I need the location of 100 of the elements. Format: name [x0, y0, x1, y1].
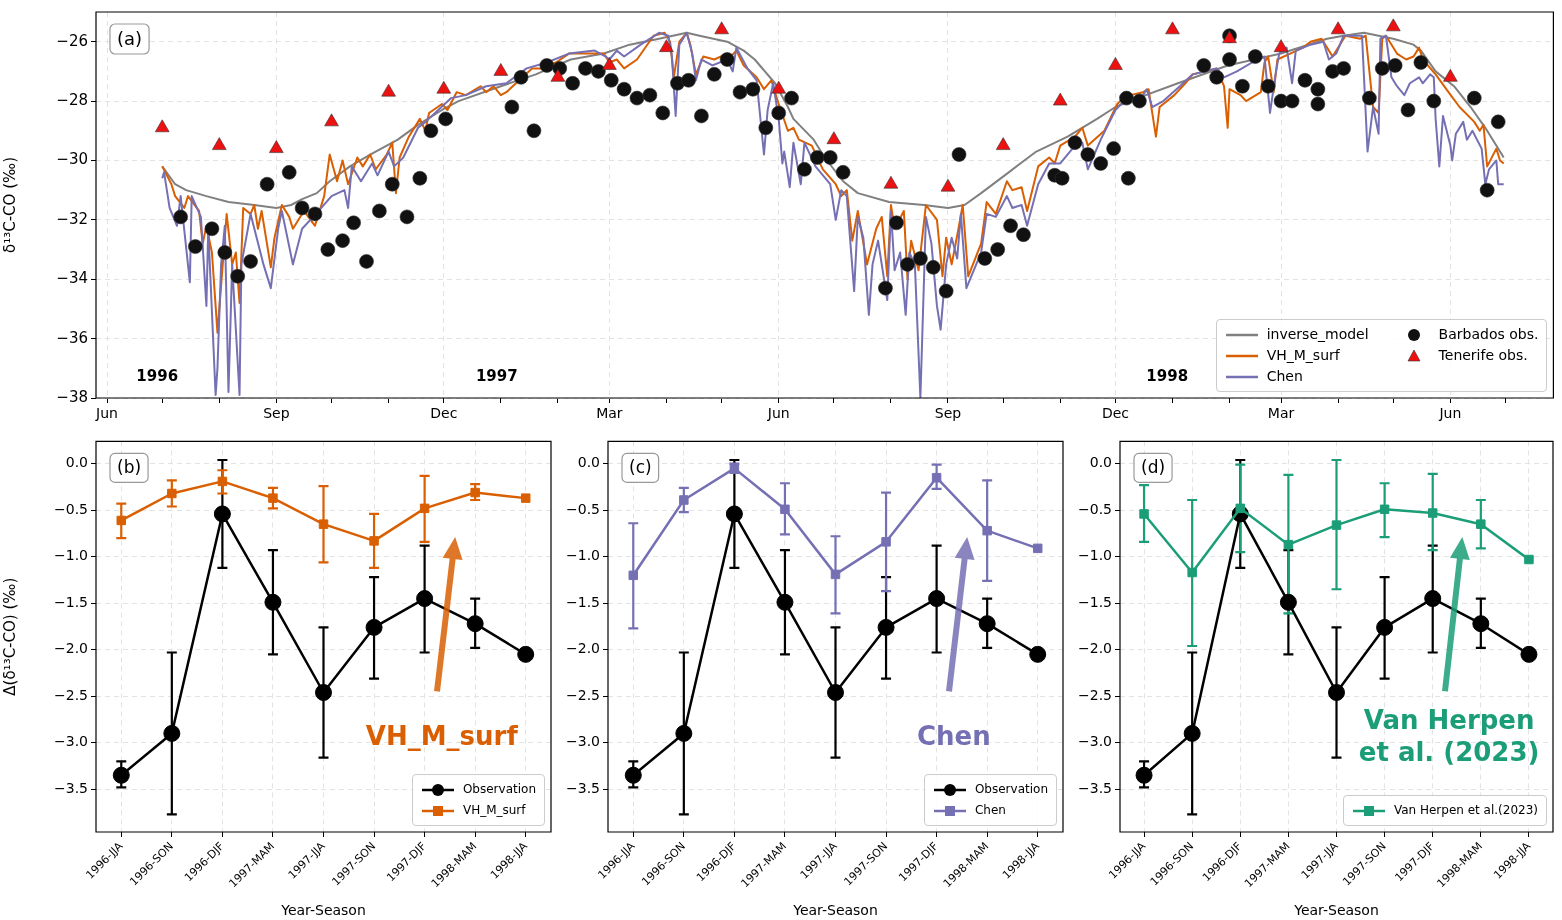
y-axis-title: δ¹³C-CO (‰)	[0, 157, 19, 253]
point	[517, 645, 535, 663]
point	[995, 137, 1011, 150]
legend-label: VH_M_surf	[1266, 346, 1340, 365]
point	[679, 495, 689, 505]
point	[877, 618, 895, 636]
y-tick-label: −2.0	[1078, 640, 1112, 657]
y-tick-label: −1.0	[566, 547, 600, 564]
point	[369, 536, 379, 546]
point	[659, 39, 674, 52]
y-tick-label: −2.5	[1078, 686, 1112, 703]
point	[1108, 57, 1123, 70]
point	[213, 505, 231, 523]
point	[163, 724, 181, 742]
annotation: 1996	[136, 366, 179, 385]
point	[771, 80, 786, 94]
point	[826, 131, 842, 144]
point	[116, 515, 127, 526]
point	[1032, 543, 1043, 554]
point	[1183, 724, 1201, 742]
y-tick-label: −3.0	[54, 733, 88, 750]
x-tick-label: Jun	[95, 405, 118, 422]
y-tick-label: 0.0	[577, 454, 600, 471]
x-axis-title: Year-Season	[280, 902, 366, 919]
point	[1283, 539, 1294, 550]
point	[1053, 92, 1068, 106]
point	[318, 519, 329, 529]
point	[155, 119, 170, 133]
y-tick-label: −38	[56, 387, 88, 406]
legend-label: inverse_model	[1266, 325, 1369, 344]
y-tick-label: −32	[56, 209, 88, 228]
annotation: (b)	[117, 457, 142, 478]
point	[1376, 618, 1394, 636]
point	[416, 590, 434, 608]
point	[324, 113, 339, 127]
legend-label: Observation	[974, 781, 1048, 798]
x-axis-title: Year-Season	[792, 902, 878, 919]
point	[827, 684, 844, 701]
legend-label: Van Herpen et al.(2023)	[1393, 802, 1538, 819]
point	[1472, 615, 1490, 633]
point	[1330, 21, 1346, 35]
point	[1235, 503, 1246, 514]
legend-label: Chen	[974, 802, 1006, 819]
annotation: 1998	[1146, 366, 1189, 385]
point	[628, 570, 639, 581]
y-tick-label: −2.5	[54, 686, 88, 703]
x-axis-title: Year-Season	[1293, 902, 1379, 919]
x-tick-label: Jun	[1438, 405, 1462, 422]
y-tick-label: −30	[56, 150, 88, 169]
point	[1029, 645, 1047, 663]
point	[978, 615, 996, 633]
legend-label: Tenerife obs.	[1438, 346, 1528, 365]
annotation: (a)	[117, 27, 143, 49]
point	[167, 488, 177, 499]
point	[268, 493, 278, 503]
point	[940, 178, 956, 192]
y-tick-label: 0.0	[65, 454, 88, 471]
point	[381, 83, 396, 97]
point	[1524, 554, 1534, 565]
y-tick-label: −36	[56, 328, 88, 347]
point	[1427, 508, 1438, 518]
x-tick-label: Sep	[934, 405, 962, 422]
annotation: VH_M_surf	[365, 721, 519, 752]
point	[725, 505, 743, 523]
point	[982, 525, 992, 536]
y-tick-label: −2.5	[566, 686, 600, 703]
point	[1476, 519, 1486, 529]
point	[1279, 593, 1297, 611]
point	[112, 766, 130, 784]
y-tick-label: −0.5	[566, 500, 600, 517]
point	[776, 593, 794, 611]
y-tick-label: −1.0	[1078, 547, 1112, 564]
point	[780, 504, 790, 515]
point	[883, 175, 899, 189]
x-tick-label: Mar	[596, 405, 623, 422]
point	[1273, 39, 1289, 52]
point	[1424, 590, 1442, 608]
point	[714, 21, 729, 35]
annotation: (c)	[629, 457, 652, 478]
point	[928, 590, 946, 608]
point	[436, 80, 452, 94]
point	[602, 57, 617, 70]
point	[830, 569, 841, 580]
point	[1165, 21, 1180, 35]
point	[315, 684, 332, 701]
point	[1520, 645, 1538, 663]
point	[466, 615, 484, 633]
legend-label: Observation	[462, 781, 536, 798]
point	[624, 766, 642, 784]
point	[550, 69, 566, 82]
y-axis-title: Δ(δ¹³C-CO) (‰)	[0, 577, 19, 696]
y-tick-label: −1.5	[54, 593, 88, 610]
point	[1139, 509, 1149, 519]
y-tick-label: −3.5	[566, 779, 600, 796]
point	[493, 63, 509, 76]
y-tick-label: −2.0	[54, 640, 88, 657]
y-tick-label: −3.0	[1078, 733, 1112, 750]
y-tick-label: −2.0	[566, 640, 600, 657]
point	[1135, 766, 1153, 784]
point	[212, 137, 227, 150]
